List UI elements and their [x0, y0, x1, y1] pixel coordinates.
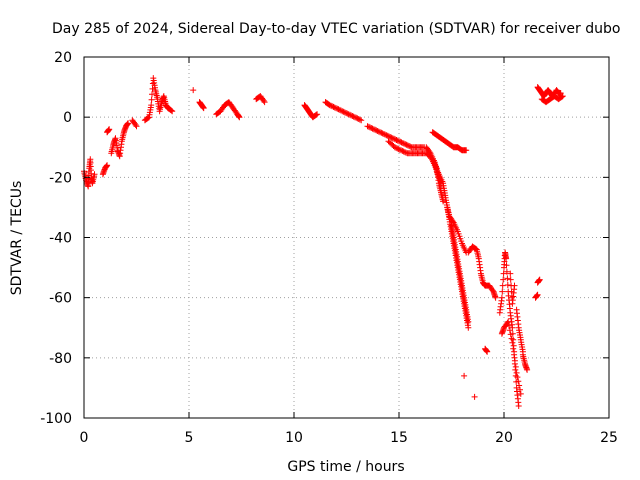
- data-point: [261, 99, 268, 106]
- data-point: [515, 403, 522, 409]
- x-tick-label: 15: [390, 430, 408, 446]
- data-point: [148, 102, 155, 109]
- x-tick-label: 10: [285, 430, 303, 446]
- data-point: [503, 268, 510, 275]
- x-tick-label: 0: [80, 430, 89, 446]
- data-point: [507, 276, 514, 283]
- data-point: [524, 366, 531, 373]
- data-point: [499, 288, 506, 295]
- data-point: [388, 134, 395, 141]
- data-point: [510, 345, 517, 352]
- data-point: [505, 318, 512, 325]
- data-point: [500, 270, 507, 277]
- data-point: [499, 282, 506, 289]
- y-tick-label: 0: [63, 110, 72, 126]
- data-point: [125, 120, 132, 127]
- data-point: [133, 123, 140, 130]
- data-point: [106, 126, 113, 133]
- data-point: [314, 111, 321, 118]
- data-point: [401, 140, 407, 147]
- data-point: [148, 96, 155, 103]
- data-point: [471, 393, 478, 400]
- x-tick-label: 25: [600, 430, 618, 446]
- data-point: [145, 114, 152, 121]
- data-point: [190, 87, 197, 94]
- data-point: [338, 107, 344, 114]
- data-point: [500, 276, 507, 283]
- data-point: [511, 282, 518, 289]
- data-point: [461, 372, 468, 379]
- data-point: [504, 282, 511, 288]
- data-point: [514, 374, 521, 381]
- data-point: [507, 270, 514, 277]
- data-point: [509, 339, 516, 346]
- data-point: [344, 110, 351, 117]
- data-point: [463, 147, 470, 154]
- data-point: [440, 198, 447, 205]
- data-point: [169, 108, 176, 115]
- data-point: [484, 348, 491, 355]
- data-point: [534, 291, 541, 298]
- data-point: [369, 125, 376, 132]
- data-point: [407, 143, 414, 150]
- data-point: [507, 331, 514, 338]
- data-point: [559, 93, 565, 100]
- data-point: [506, 327, 513, 334]
- data-points: [81, 75, 566, 409]
- data-point: [91, 171, 98, 178]
- data-point: [503, 262, 510, 269]
- data-point: [498, 294, 505, 301]
- data-point: [508, 315, 515, 322]
- x-tick-label: 20: [495, 430, 513, 446]
- data-point: [260, 97, 267, 104]
- data-point: [517, 386, 523, 393]
- data-point: [350, 113, 357, 120]
- data-point: [465, 318, 472, 325]
- data-point: [492, 294, 499, 301]
- plot-frame: [83, 56, 610, 419]
- data-point: [511, 351, 518, 358]
- data-point: [382, 131, 389, 138]
- data-point: [331, 104, 338, 111]
- data-point: [517, 390, 524, 397]
- data-point: [503, 255, 510, 262]
- data-point: [511, 357, 518, 364]
- data-point: [149, 91, 155, 98]
- data-point: [313, 111, 320, 118]
- y-tick-label: -60: [49, 291, 72, 307]
- data-point: [403, 149, 410, 156]
- data-point: [375, 128, 382, 135]
- data-point: [536, 276, 543, 283]
- y-tick-label: -20: [49, 170, 72, 186]
- y-tick-label: -100: [40, 411, 72, 427]
- data-point: [396, 146, 403, 153]
- grid-layer: [84, 57, 609, 418]
- x-axis-label: GPS time / hours: [287, 459, 404, 475]
- data-point: [236, 114, 243, 121]
- y-tick-label: -80: [49, 351, 72, 367]
- data-point: [104, 162, 111, 169]
- data-point: [508, 335, 515, 342]
- y-axis-label: SDTVAR / TECUs: [9, 181, 25, 296]
- data-point: [358, 117, 365, 124]
- data-point: [512, 363, 519, 370]
- data-point: [200, 105, 207, 112]
- data-point: [513, 369, 520, 376]
- data-point: [516, 382, 523, 389]
- data-point: [504, 275, 511, 282]
- data-point: [559, 93, 566, 100]
- data-point: [132, 122, 139, 128]
- chart-title: Day 285 of 2024, Sidereal Day-to-day VTE…: [52, 21, 620, 37]
- y-tick-label: 20: [54, 50, 72, 66]
- x-tick-label: 5: [185, 430, 194, 446]
- axis-ticks: 0 5 10 15 20 25 20 0 -20 -40 -60 -80 -100: [40, 50, 618, 446]
- data-point: [506, 322, 512, 329]
- data-point: [356, 116, 363, 123]
- data-point: [465, 324, 472, 331]
- y-tick-label: -40: [49, 231, 72, 247]
- data-point: [168, 107, 175, 114]
- data-point: [515, 378, 522, 385]
- data-point: [394, 137, 401, 144]
